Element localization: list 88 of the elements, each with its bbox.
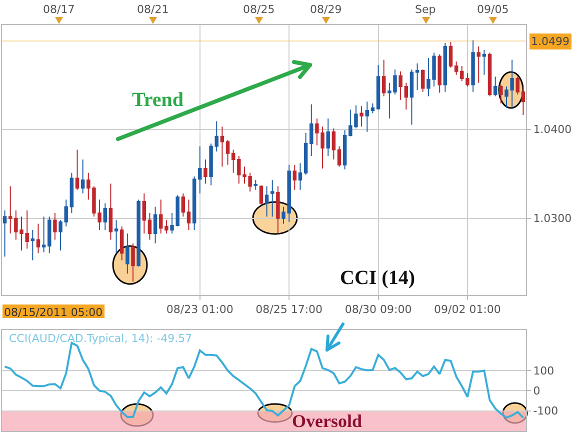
x-tick-label: 09/02 01:00 <box>434 303 501 316</box>
candlestick <box>304 132 308 176</box>
text: 08/15/2011 05:00 <box>4 306 103 319</box>
candlestick <box>142 192 146 234</box>
candlestick <box>220 126 224 168</box>
annotation: CCI (14) <box>340 267 415 289</box>
x-tick-label: 08/25 17:00 <box>256 303 323 316</box>
x-tick-label: 08/30 09:00 <box>344 303 412 316</box>
candlestick <box>120 226 124 261</box>
candlestick <box>376 64 380 110</box>
candlestick <box>292 164 297 190</box>
candlestick <box>8 186 12 234</box>
ref-line-label: 1.0499 <box>531 35 570 48</box>
candlestick <box>298 162 302 190</box>
candlestick <box>310 104 314 156</box>
candlestick <box>75 149 80 190</box>
candlestick <box>454 61 458 76</box>
candlestick <box>360 106 364 128</box>
candlestick <box>332 128 336 160</box>
candlestick <box>342 130 347 170</box>
candlestick <box>198 146 202 194</box>
candlestick <box>482 49 486 76</box>
candlestick <box>48 216 52 254</box>
candlestick <box>410 69 414 126</box>
candlestick <box>499 84 503 104</box>
candlestick <box>443 42 448 92</box>
x-tick-label: 08/23 01:00 <box>166 303 234 316</box>
candlestick <box>415 62 420 91</box>
candlestick <box>231 149 236 174</box>
text: Sep <box>415 3 436 16</box>
candlestick <box>2 210 7 258</box>
candlestick <box>186 199 191 230</box>
candlestick <box>404 82 408 110</box>
text: 08/25 <box>243 3 275 16</box>
candlestick <box>159 199 163 234</box>
y-tick-label: 0 <box>533 384 540 398</box>
text: 08/17 <box>43 3 75 16</box>
candlestick <box>181 192 186 218</box>
y-tick-label: 100 <box>533 364 554 378</box>
candlestick <box>131 242 135 282</box>
candlestick <box>164 220 168 234</box>
candlestick <box>270 180 274 218</box>
candlestick <box>126 233 130 274</box>
annotation: CCI(AUD/CAD.Typical, 14): -49.57 <box>9 332 192 345</box>
candlestick <box>471 40 475 92</box>
candlestick <box>276 186 280 234</box>
y-tick-label: -100 <box>533 404 558 418</box>
candlestick <box>153 206 158 244</box>
candlestick <box>438 54 442 94</box>
candlestick <box>204 159 208 184</box>
candlestick <box>421 69 425 92</box>
candlestick <box>42 216 46 253</box>
y-tick-label: 1.0300 <box>533 212 572 226</box>
candlestick <box>398 70 402 100</box>
candlestick <box>264 186 269 218</box>
candlestick <box>209 143 213 186</box>
candlestick <box>80 159 85 194</box>
candlestick <box>382 59 386 97</box>
candlestick <box>254 180 258 190</box>
text: 09/05 <box>477 3 509 16</box>
candlestick <box>488 52 492 97</box>
candlestick <box>521 84 526 116</box>
candlestick <box>337 146 342 168</box>
text: 08/21 <box>137 3 169 16</box>
candlestick <box>448 41 453 68</box>
candlestick <box>103 202 107 230</box>
y-tick-label: 1.0400 <box>533 123 572 136</box>
text: 08/29 <box>310 3 342 16</box>
candlestick <box>370 102 375 114</box>
candlestick <box>70 172 74 214</box>
candlestick <box>214 120 218 152</box>
candlestick <box>493 76 498 97</box>
candlestick <box>36 223 40 254</box>
candlestick <box>365 101 369 132</box>
candlestick <box>476 46 480 84</box>
candlestick <box>53 212 57 240</box>
candlestick <box>114 220 118 254</box>
band-label: Oversold <box>292 411 362 431</box>
candlestick <box>516 76 520 95</box>
candlestick <box>148 212 152 240</box>
candlestick <box>30 229 35 261</box>
annotation: Trend <box>132 89 184 111</box>
candlestick <box>136 199 140 267</box>
candlestick <box>259 184 264 206</box>
candlestick <box>192 176 196 230</box>
candlestick <box>326 118 330 156</box>
candlestick <box>226 139 230 166</box>
candlestick <box>108 183 113 240</box>
